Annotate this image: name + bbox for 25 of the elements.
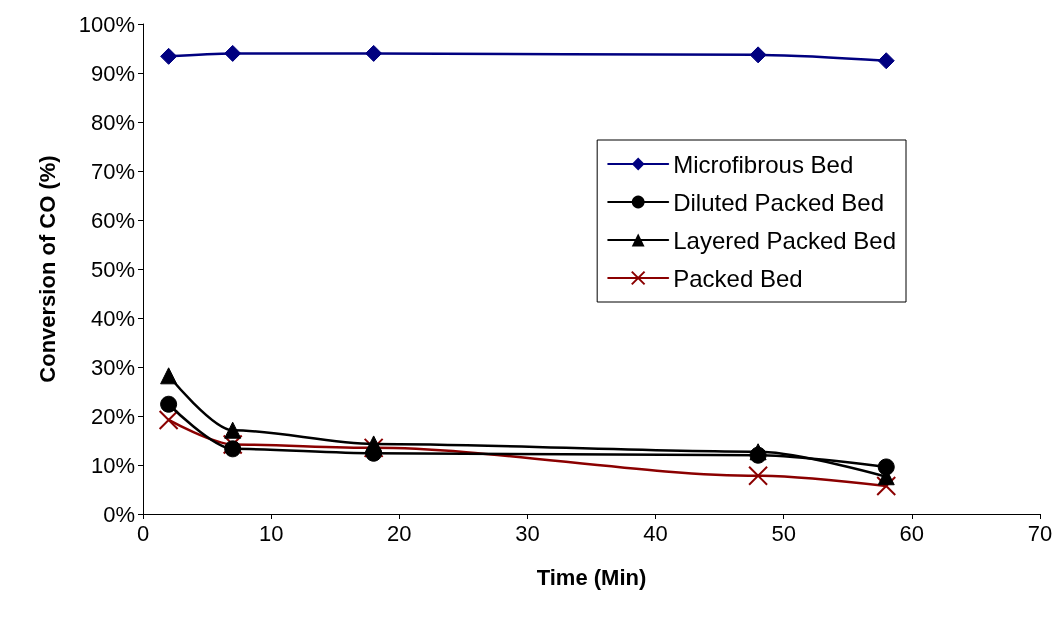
legend-label: Packed Bed — [673, 264, 803, 292]
x-tick-label: 30 — [515, 520, 540, 546]
legend-label: Layered Packed Bed — [673, 226, 897, 254]
y-axis-title: Conversion of CO (%) — [34, 155, 60, 383]
x-tick-label: 20 — [387, 520, 412, 546]
y-tick-label: 80% — [90, 109, 135, 135]
y-tick-label: 40% — [90, 305, 135, 331]
y-tick-label: 10% — [90, 452, 135, 478]
legend-label: Microfibrous Bed — [673, 150, 854, 178]
y-tick-label: 20% — [90, 403, 135, 429]
legend-label: Diluted Packed Bed — [673, 188, 884, 216]
y-tick-label: 0% — [103, 501, 135, 527]
x-tick-label: 40 — [643, 520, 668, 546]
y-tick-label: 30% — [90, 354, 135, 380]
y-tick-label: 70% — [90, 158, 135, 184]
y-tick-label: 50% — [90, 256, 135, 282]
y-tick-label: 100% — [78, 11, 135, 37]
y-tick-label: 60% — [90, 207, 135, 233]
x-tick-label: 50 — [771, 520, 796, 546]
x-tick-label: 10 — [258, 520, 284, 546]
x-tick-label: 70 — [1027, 520, 1053, 546]
x-axis-title: Time (Min) — [536, 564, 647, 590]
y-tick-label: 90% — [90, 60, 135, 86]
x-tick-label: 60 — [899, 520, 925, 546]
x-tick-label: 0 — [136, 520, 150, 546]
